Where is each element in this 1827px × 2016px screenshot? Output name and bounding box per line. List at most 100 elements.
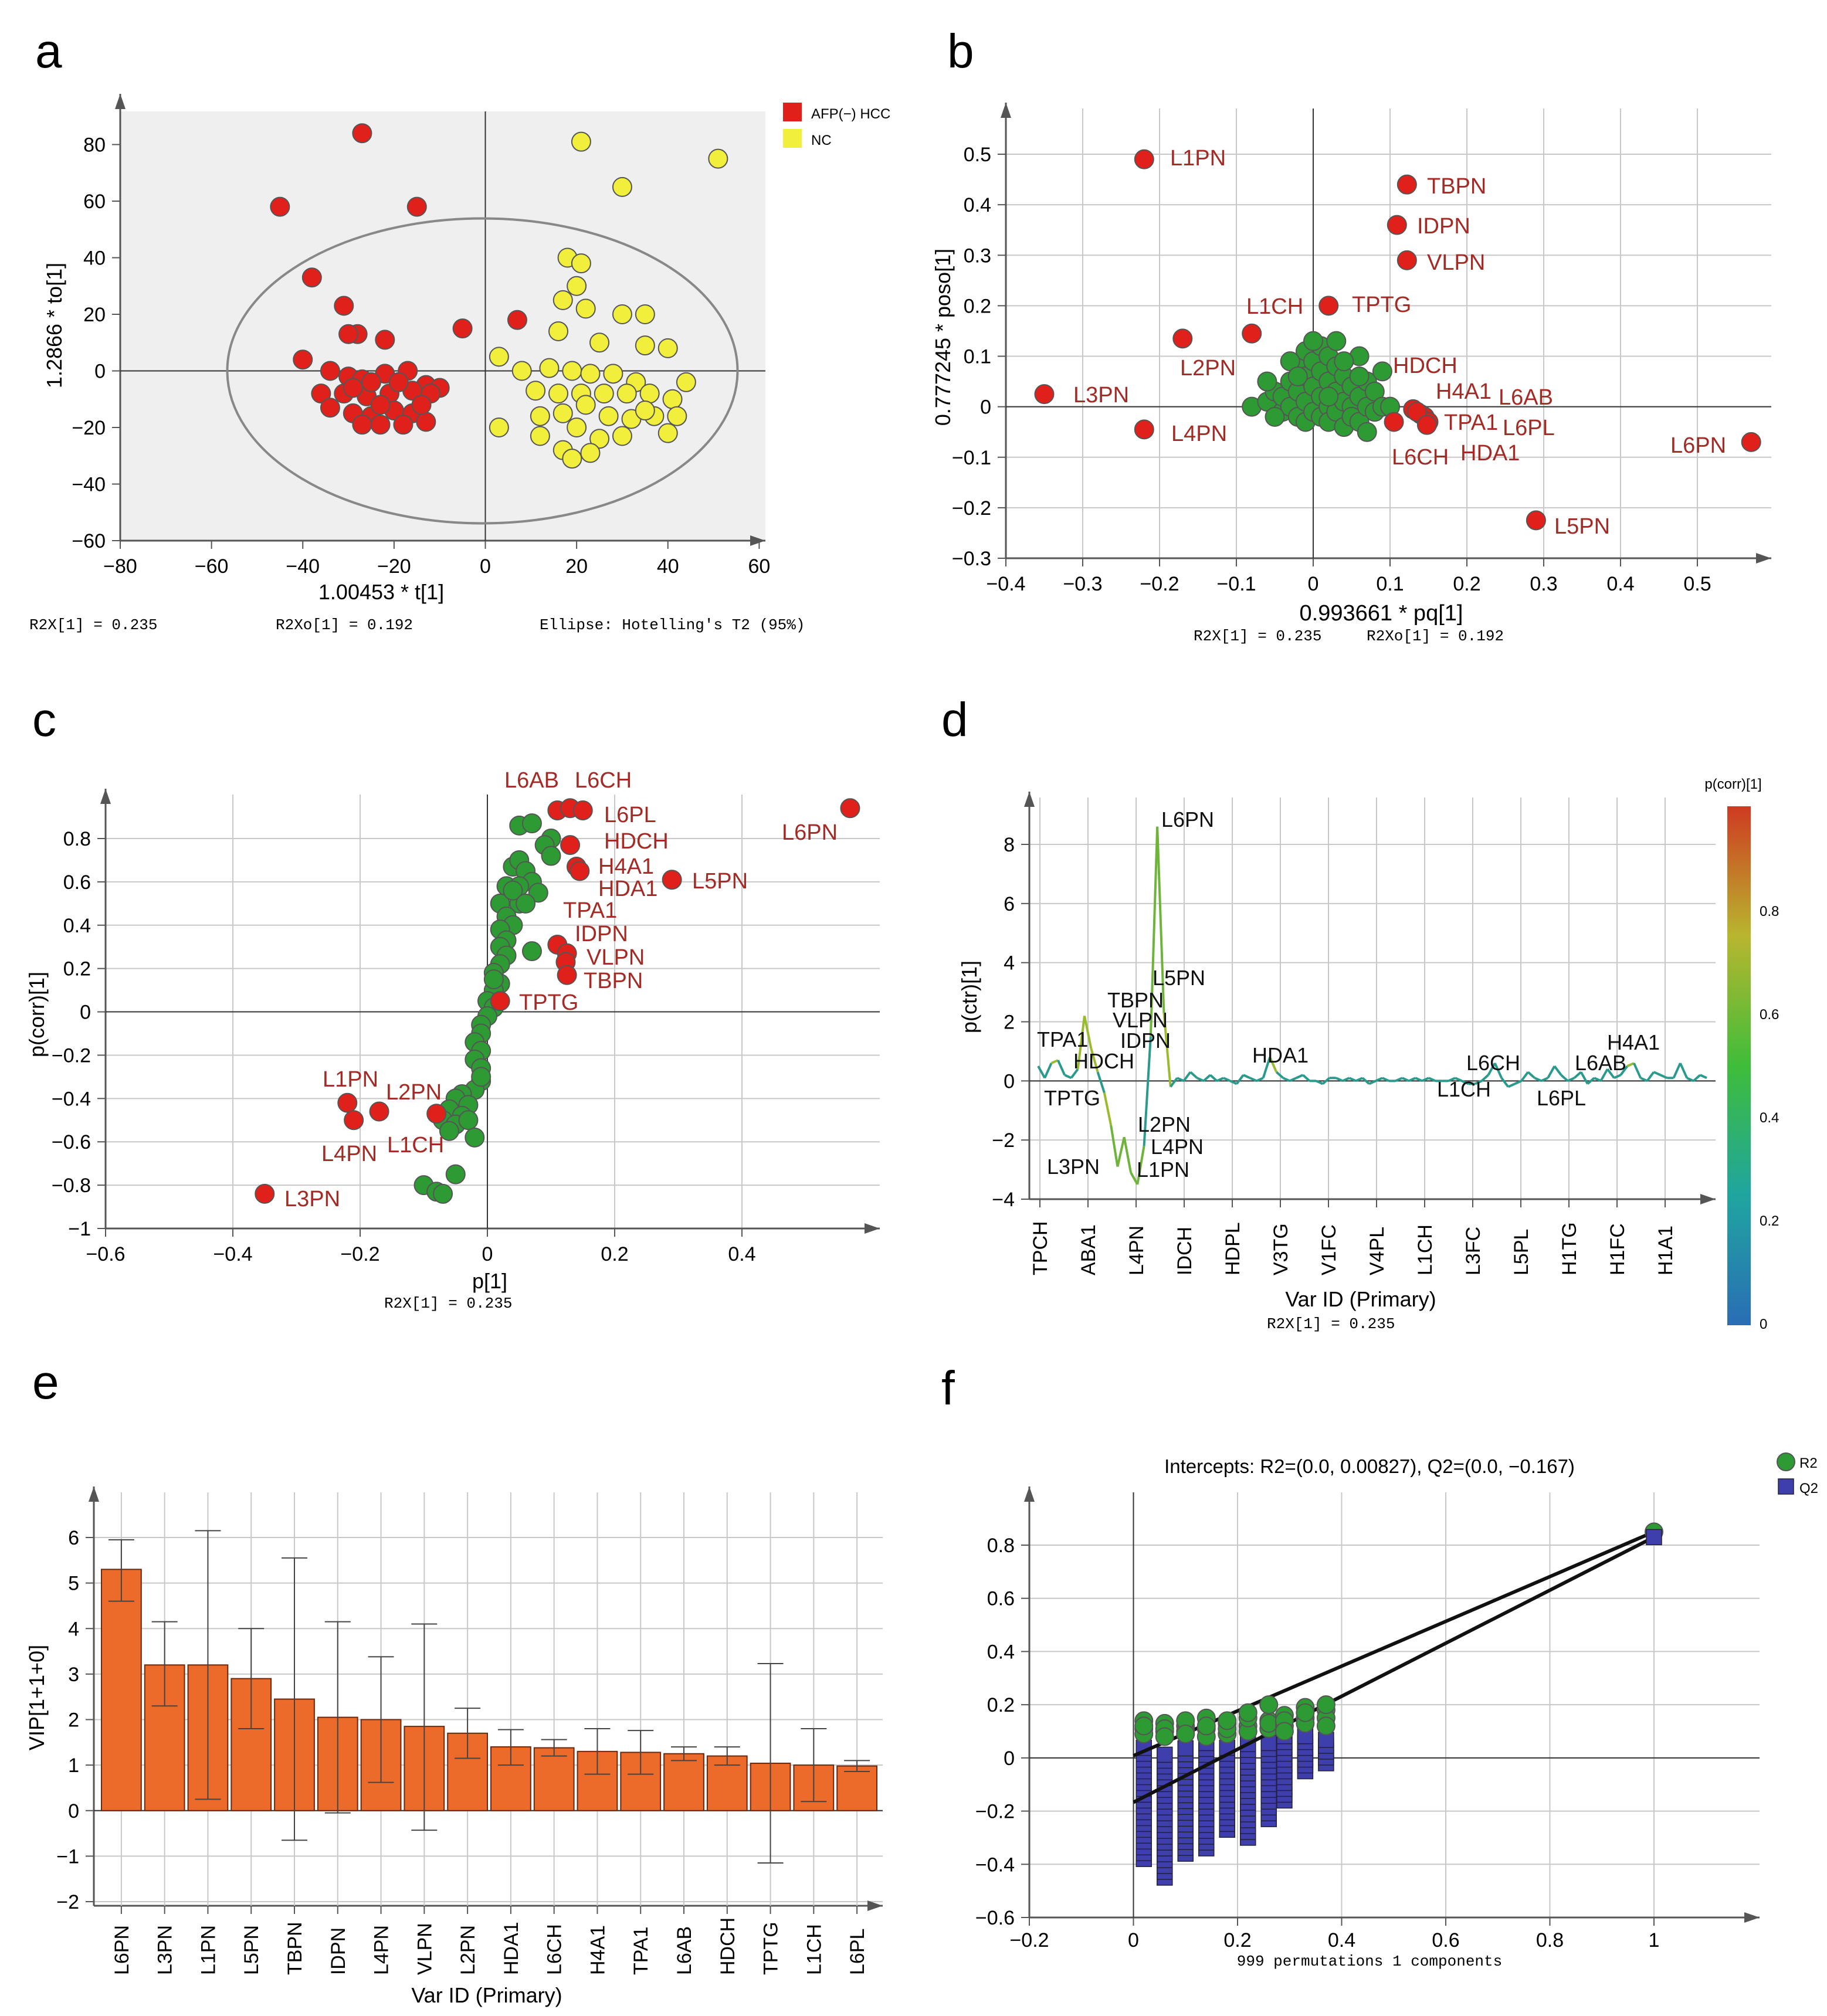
y-tick-label: 80 xyxy=(83,134,106,157)
x-tick-label: V4PL xyxy=(1366,1227,1388,1275)
colorbar-tick-label: 0.4 xyxy=(1760,1110,1779,1126)
footer-r2x: R2X[1] = 0.235 xyxy=(384,1295,512,1312)
data-point-afp-hcc xyxy=(320,361,340,381)
s-plot-label: L6PN xyxy=(782,820,838,845)
line-annotation: TBPN xyxy=(1107,988,1164,1012)
data-point-nc xyxy=(603,364,623,384)
y-tick-label: 0.8 xyxy=(63,828,91,850)
y-tick-label: 8 xyxy=(1004,834,1015,856)
loading-line-segment xyxy=(1640,1077,1648,1082)
data-point-nc xyxy=(616,383,637,404)
y-tick-label: 0.6 xyxy=(987,1588,1015,1610)
x-axis-arrow xyxy=(750,535,765,546)
loading-label: H4A1 xyxy=(1436,379,1492,404)
loading-line-segment xyxy=(1103,1092,1113,1126)
s-plot-label: L5PN xyxy=(692,869,748,894)
data-point-nc xyxy=(552,403,573,423)
y-tick-label: −2 xyxy=(56,1891,79,1913)
loading-line-segment xyxy=(1322,1077,1330,1085)
y-tick-label: 0.4 xyxy=(987,1641,1015,1663)
data-point-afp-hcc xyxy=(334,296,354,316)
data-point-nc xyxy=(612,426,632,446)
loading-line-segment xyxy=(1653,1071,1661,1077)
s-plot-point xyxy=(516,893,536,914)
loading-line-segment xyxy=(1415,1077,1423,1082)
loading-line-segment xyxy=(1368,1080,1377,1085)
line-annotation: L6PN xyxy=(1161,807,1214,831)
loading-line-segment xyxy=(1302,1074,1311,1082)
data-point-nc xyxy=(530,426,550,446)
y-tick-label: −2 xyxy=(992,1129,1015,1152)
footer-r2x: R2X[1] = 0.235 xyxy=(1267,1315,1395,1333)
loading-line-segment xyxy=(1619,1065,1629,1076)
y-tick-label: 4 xyxy=(68,1618,79,1640)
loading-line-segment xyxy=(1686,1077,1694,1082)
data-point-nc xyxy=(575,298,596,319)
y-tick-label: 5 xyxy=(68,1573,79,1595)
legend-label-nc: NC xyxy=(811,133,832,148)
loading-point xyxy=(1349,366,1370,386)
loading-line-segment xyxy=(1395,1077,1403,1082)
vip-bar xyxy=(663,1753,704,1811)
x-tick-label: 40 xyxy=(657,555,679,578)
loading-line-segment xyxy=(1401,1077,1409,1082)
loading-line-segment xyxy=(1361,1077,1370,1085)
data-point-nc xyxy=(548,321,568,341)
s-plot-label: L4PN xyxy=(321,1142,377,1166)
data-point-nc xyxy=(589,332,610,353)
loading-line-segment xyxy=(1660,1074,1668,1080)
data-point-afp-hcc xyxy=(406,196,427,217)
data-point-afp-hcc xyxy=(311,383,331,404)
s-plot-point-labeled xyxy=(426,1104,447,1124)
loading-line-segment xyxy=(1606,1068,1615,1079)
y-tick-label: −0.2 xyxy=(952,497,991,520)
loading-point xyxy=(1372,361,1392,382)
s-plot-point-labeled xyxy=(572,800,593,820)
loading-line-segment xyxy=(1156,826,1165,1013)
x-tick-label: HDCH xyxy=(717,1917,739,1975)
x-tick-label: TBPN xyxy=(284,1922,306,1975)
y-tick-label: −0.4 xyxy=(52,1088,91,1110)
data-point-afp-hcc xyxy=(343,378,363,398)
loading-line-segment xyxy=(1269,1057,1278,1073)
r2-permutation-point xyxy=(1275,1722,1294,1741)
loading-line-segment xyxy=(1560,1074,1569,1082)
loading-label: L1PN xyxy=(1170,146,1226,171)
x-tick-label: 0 xyxy=(1128,1929,1139,1951)
legend-marker-r2 xyxy=(1777,1452,1795,1471)
x-tick-label: L1PN xyxy=(197,1925,219,1975)
footer-r2xo: R2Xo[1] = 0.192 xyxy=(1367,627,1504,645)
x-tick-label: 0.4 xyxy=(728,1243,755,1265)
x-tick-label: L4PN xyxy=(1126,1226,1148,1275)
s-plot-point xyxy=(465,1127,485,1148)
loading-label: L1CH xyxy=(1246,294,1303,319)
loading-line-segment xyxy=(1672,1063,1682,1079)
panel-c-s-plot: −0.6 −0.4 −0.2 0 0.2 0.4 −1 −0.8 −0.6 −0.4 −0.2 0 0.… xyxy=(25,768,880,1312)
x-tick-label: H4A1 xyxy=(587,1925,609,1975)
y-tick-label: 0.4 xyxy=(63,915,91,937)
s-plot-label: TPTG xyxy=(519,990,578,1015)
y-tick-label: −0.6 xyxy=(52,1131,91,1153)
x-tick-label: L5PL xyxy=(1510,1229,1533,1275)
colorbar-tick-label: 0.6 xyxy=(1760,1007,1779,1023)
line-annotation: L4PN xyxy=(1151,1135,1204,1159)
loading-line-segment xyxy=(1342,1077,1350,1082)
x-tick-label: 0.6 xyxy=(1432,1929,1459,1951)
loading-line-segment xyxy=(1316,1080,1324,1085)
y-tick-label: 2 xyxy=(1004,1012,1015,1034)
x-tick-label: VLPN xyxy=(413,1923,436,1975)
line-annotation: VLPN xyxy=(1113,1008,1168,1032)
loading-point xyxy=(1334,351,1354,372)
x-tick-label: 0.4 xyxy=(1328,1929,1355,1951)
loading-line-segment xyxy=(1130,1172,1139,1185)
loading-line-segment xyxy=(1090,1048,1099,1073)
x-tick-label: −0.1 xyxy=(1216,573,1256,595)
line-annotation: L6AB xyxy=(1575,1051,1626,1075)
loading-label: HDCH xyxy=(1393,354,1457,378)
loading-line-segment xyxy=(1382,1077,1390,1082)
data-point-afp-hcc xyxy=(352,123,372,144)
x-tick-label: L3FC xyxy=(1462,1227,1484,1275)
loading-line-segment xyxy=(1116,1136,1126,1167)
data-point-nc xyxy=(562,449,582,469)
data-point-afp-hcc xyxy=(416,412,436,432)
